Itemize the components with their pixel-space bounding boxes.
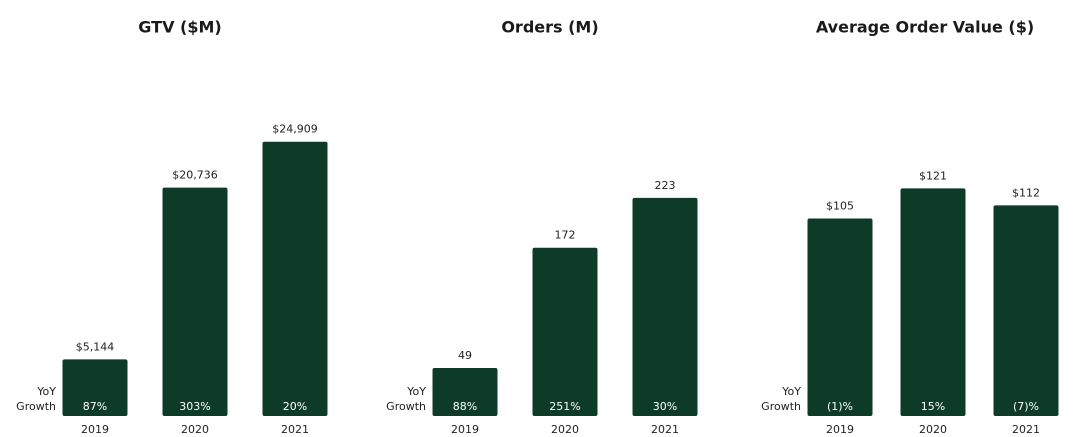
value-label: 49 bbox=[458, 349, 472, 362]
bar bbox=[807, 218, 873, 416]
x-tick-label: 2021 bbox=[281, 423, 309, 436]
bar bbox=[632, 197, 698, 416]
bar bbox=[162, 187, 228, 416]
growth-label: 251% bbox=[549, 400, 580, 413]
x-tick-label: 2020 bbox=[919, 423, 947, 436]
growth-label: 15% bbox=[921, 400, 945, 413]
growth-label: 303% bbox=[179, 400, 210, 413]
value-label: $112 bbox=[1012, 186, 1040, 199]
x-tick-label: 2020 bbox=[551, 423, 579, 436]
growth-label: (7)% bbox=[1013, 400, 1039, 413]
x-tick-label: 2019 bbox=[826, 423, 854, 436]
x-tick-label: 2019 bbox=[81, 423, 109, 436]
row-label: YoY bbox=[36, 385, 56, 398]
value-label: 172 bbox=[555, 229, 576, 242]
growth-label: 30% bbox=[653, 400, 677, 413]
growth-label: 87% bbox=[83, 400, 107, 413]
growth-label: 20% bbox=[283, 400, 307, 413]
bar bbox=[262, 141, 328, 416]
bar bbox=[62, 359, 128, 416]
row-label: Growth bbox=[761, 400, 801, 413]
value-label: $105 bbox=[826, 200, 854, 213]
row-label: YoY bbox=[406, 385, 426, 398]
x-tick-label: 2019 bbox=[451, 423, 479, 436]
x-tick-label: 2021 bbox=[1012, 423, 1040, 436]
x-tick-label: 2020 bbox=[181, 423, 209, 436]
growth-label: (1)% bbox=[827, 400, 853, 413]
chart-title: Average Order Value ($) bbox=[816, 18, 1034, 37]
growth-label: 88% bbox=[453, 400, 477, 413]
x-tick-label: 2021 bbox=[651, 423, 679, 436]
value-label: $121 bbox=[919, 169, 947, 182]
bar bbox=[532, 247, 598, 416]
row-label: YoY bbox=[781, 385, 801, 398]
chart-title: GTV ($M) bbox=[138, 18, 221, 37]
chart-title: Orders (M) bbox=[501, 18, 598, 37]
bar bbox=[432, 368, 498, 416]
value-label: $24,909 bbox=[272, 123, 318, 136]
value-label: 223 bbox=[655, 179, 676, 192]
bar bbox=[993, 205, 1059, 416]
bar bbox=[900, 188, 966, 416]
value-label: $20,736 bbox=[172, 169, 218, 182]
value-label: $5,144 bbox=[76, 340, 115, 353]
row-label: Growth bbox=[386, 400, 426, 413]
row-label: Growth bbox=[16, 400, 56, 413]
